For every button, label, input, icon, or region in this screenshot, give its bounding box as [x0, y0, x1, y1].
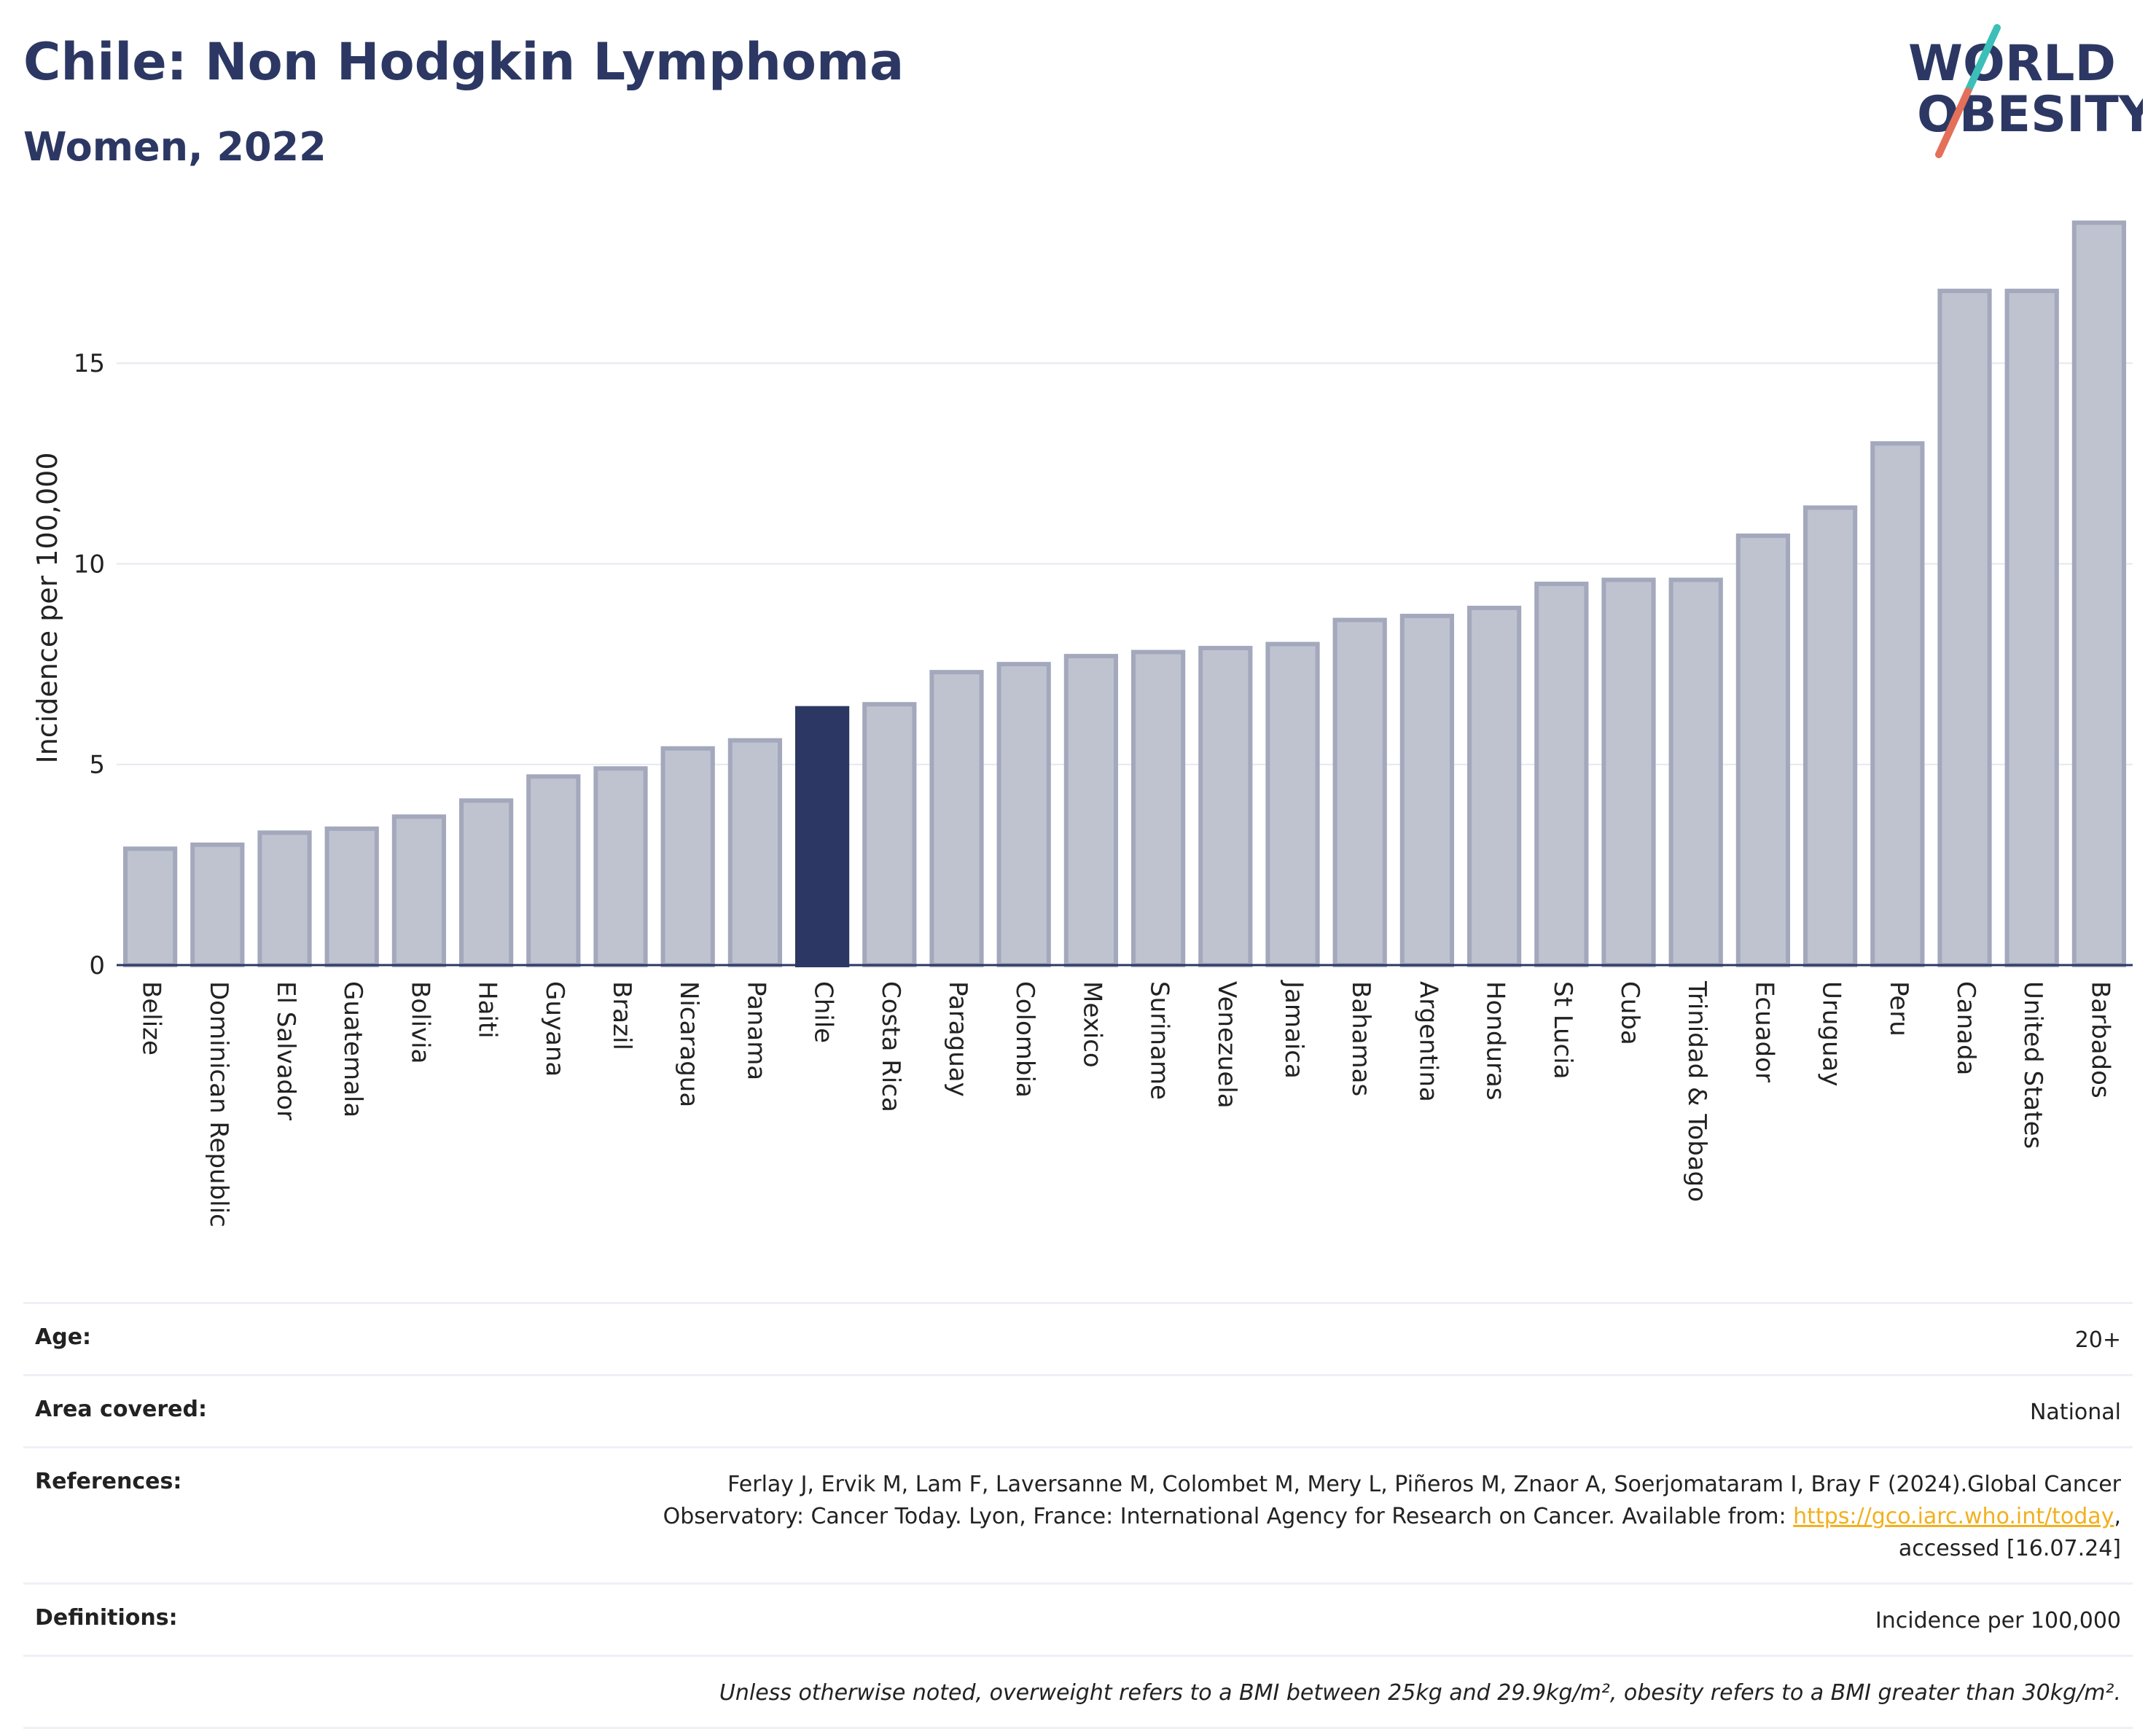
bar-panama	[727, 738, 783, 967]
x-tick-label: Jamaica	[1279, 980, 1308, 1079]
chart-title: Chile: Non Hodgkin Lymphoma	[23, 32, 905, 92]
y-tick-label: 10	[74, 550, 105, 579]
info-row-area: Area covered: National	[23, 1374, 2133, 1446]
bar-jamaica	[1265, 641, 1320, 967]
bar-haiti	[458, 798, 514, 967]
logo-slash-top	[1964, 24, 2001, 95]
area-label: Area covered:	[35, 1397, 207, 1422]
x-tick-label: Ecuador	[1749, 981, 1778, 1082]
bar-guatemala	[324, 826, 379, 968]
bar-el-salvador	[257, 830, 312, 968]
x-tick-label: United States	[2018, 981, 2047, 1149]
references-line3: accessed [16.07.24]	[1898, 1536, 2121, 1561]
y-tick-label: 15	[74, 349, 105, 378]
references-label: References:	[35, 1469, 182, 1494]
bar-dominican-republic	[190, 842, 245, 968]
x-tick-label: Belize	[137, 981, 166, 1055]
x-tick-label: Venezuela	[1212, 981, 1241, 1109]
bar-mexico	[1063, 654, 1119, 967]
definitions-label: Definitions:	[35, 1605, 178, 1631]
bar-honduras	[1466, 606, 1522, 967]
info-row-definitions: Definitions: Incidence per 100,000	[23, 1582, 2133, 1655]
y-tick-label: 5	[89, 751, 105, 780]
bar-guyana	[526, 774, 581, 967]
bar-ecuador	[1735, 533, 1791, 967]
x-tick-label: Guatemala	[338, 981, 367, 1117]
x-tick-label: Bahamas	[1346, 981, 1375, 1096]
bar-suriname	[1130, 649, 1186, 967]
age-label: Age:	[35, 1324, 92, 1350]
x-tick-label: Costa Rica	[876, 981, 905, 1112]
bar-canada	[1937, 289, 1992, 967]
x-tick-label: El Salvador	[271, 981, 300, 1120]
bar-peru	[1870, 441, 1925, 967]
x-tick-label: Mexico	[1077, 981, 1106, 1068]
axes: 0 5 10 15 Belize Dominican Republic El Salvado…	[74, 349, 2133, 1228]
x-tick-label: Trinidad & Tobago	[1682, 980, 1711, 1202]
x-tick-label: Honduras	[1481, 981, 1510, 1101]
bar-venezuela	[1198, 646, 1253, 967]
x-tick-label: Cuba	[1615, 981, 1644, 1045]
bar-barbados	[2071, 220, 2127, 967]
x-tick-label: Peru	[1884, 981, 1913, 1037]
bar-belize	[122, 846, 178, 968]
bar-bolivia	[391, 814, 447, 967]
x-tick-label: Colombia	[1010, 981, 1039, 1098]
x-tick-label: Uruguay	[1817, 981, 1846, 1087]
bar-costa-rica	[862, 702, 917, 967]
info-row-age: Age: 20+	[23, 1302, 2133, 1374]
bar-colombia	[996, 662, 1051, 968]
bar-st-lucia	[1534, 581, 1589, 967]
info-row-note: Unless otherwise noted, overweight refer…	[23, 1655, 2133, 1729]
bar-brazil	[593, 766, 648, 967]
references-value: Ferlay J, Ervik M, Lam F, Laversanne M, …	[663, 1469, 2121, 1565]
bar-paraguay	[929, 670, 984, 968]
x-tick-label: Bolivia	[405, 981, 434, 1063]
bar-uruguay	[1802, 505, 1858, 967]
definitions-value: Incidence per 100,000	[1875, 1608, 2121, 1634]
x-tick-label: Paraguay	[943, 981, 972, 1097]
references-line2: Observatory: Cancer Today. Lyon, France:…	[663, 1504, 1794, 1529]
x-tick-label: Dominican Republic	[204, 981, 233, 1228]
x-tick-label: Panama	[741, 981, 770, 1080]
bar-nicaragua	[660, 746, 715, 968]
age-value: 20+	[2074, 1327, 2121, 1353]
references-link[interactable]: https://gco.iarc.who.int/today	[1793, 1504, 2114, 1529]
references-line1: Ferlay J, Ervik M, Lam F, Laversanne M, …	[727, 1472, 2121, 1497]
bar-cuba	[1601, 577, 1656, 967]
x-tick-label: St Lucia	[1548, 981, 1577, 1080]
bar-argentina	[1399, 614, 1455, 968]
bar-trinidad-tobago	[1668, 577, 1723, 967]
chart-subtitle: Women, 2022	[23, 124, 327, 170]
x-tick-label: Chile	[809, 981, 838, 1043]
x-tick-label: Brazil	[607, 981, 636, 1050]
x-tick-label: Argentina	[1413, 981, 1442, 1102]
bar-bahamas	[1332, 617, 1387, 968]
bar-chart: 0 5 10 15 Belize Dominican Republic El Salvado…	[31, 220, 2133, 1228]
x-tick-label: Guyana	[540, 981, 569, 1077]
world-obesity-logo: WORLD OBESITY	[1908, 24, 2143, 158]
info-table: Age: 20+ Area covered: National Referenc…	[23, 1302, 2133, 1729]
references-line2-end: ,	[2114, 1504, 2121, 1529]
area-value: National	[2029, 1400, 2121, 1425]
bar-united-states	[2004, 289, 2059, 967]
x-tick-label: Suriname	[1145, 981, 1174, 1100]
x-tick-label: Barbados	[2085, 981, 2114, 1098]
x-tick-label: Canada	[1951, 981, 1980, 1075]
x-tick-label: Nicaragua	[674, 981, 703, 1107]
grid-lines	[117, 362, 2133, 765]
y-tick-label: 0	[89, 951, 105, 980]
bar-chile	[794, 706, 850, 967]
bars	[122, 220, 2127, 968]
bmi-note: Unless otherwise noted, overweight refer…	[719, 1680, 2121, 1706]
info-row-references: References: Ferlay J, Ervik M, Lam F, La…	[23, 1446, 2133, 1582]
logo-slash-bottom	[1935, 87, 1972, 158]
logo-line1: WORLD	[1908, 35, 2116, 93]
x-tick-label: Haiti	[473, 981, 502, 1039]
y-axis-label: Incidence per 100,000	[31, 452, 63, 763]
